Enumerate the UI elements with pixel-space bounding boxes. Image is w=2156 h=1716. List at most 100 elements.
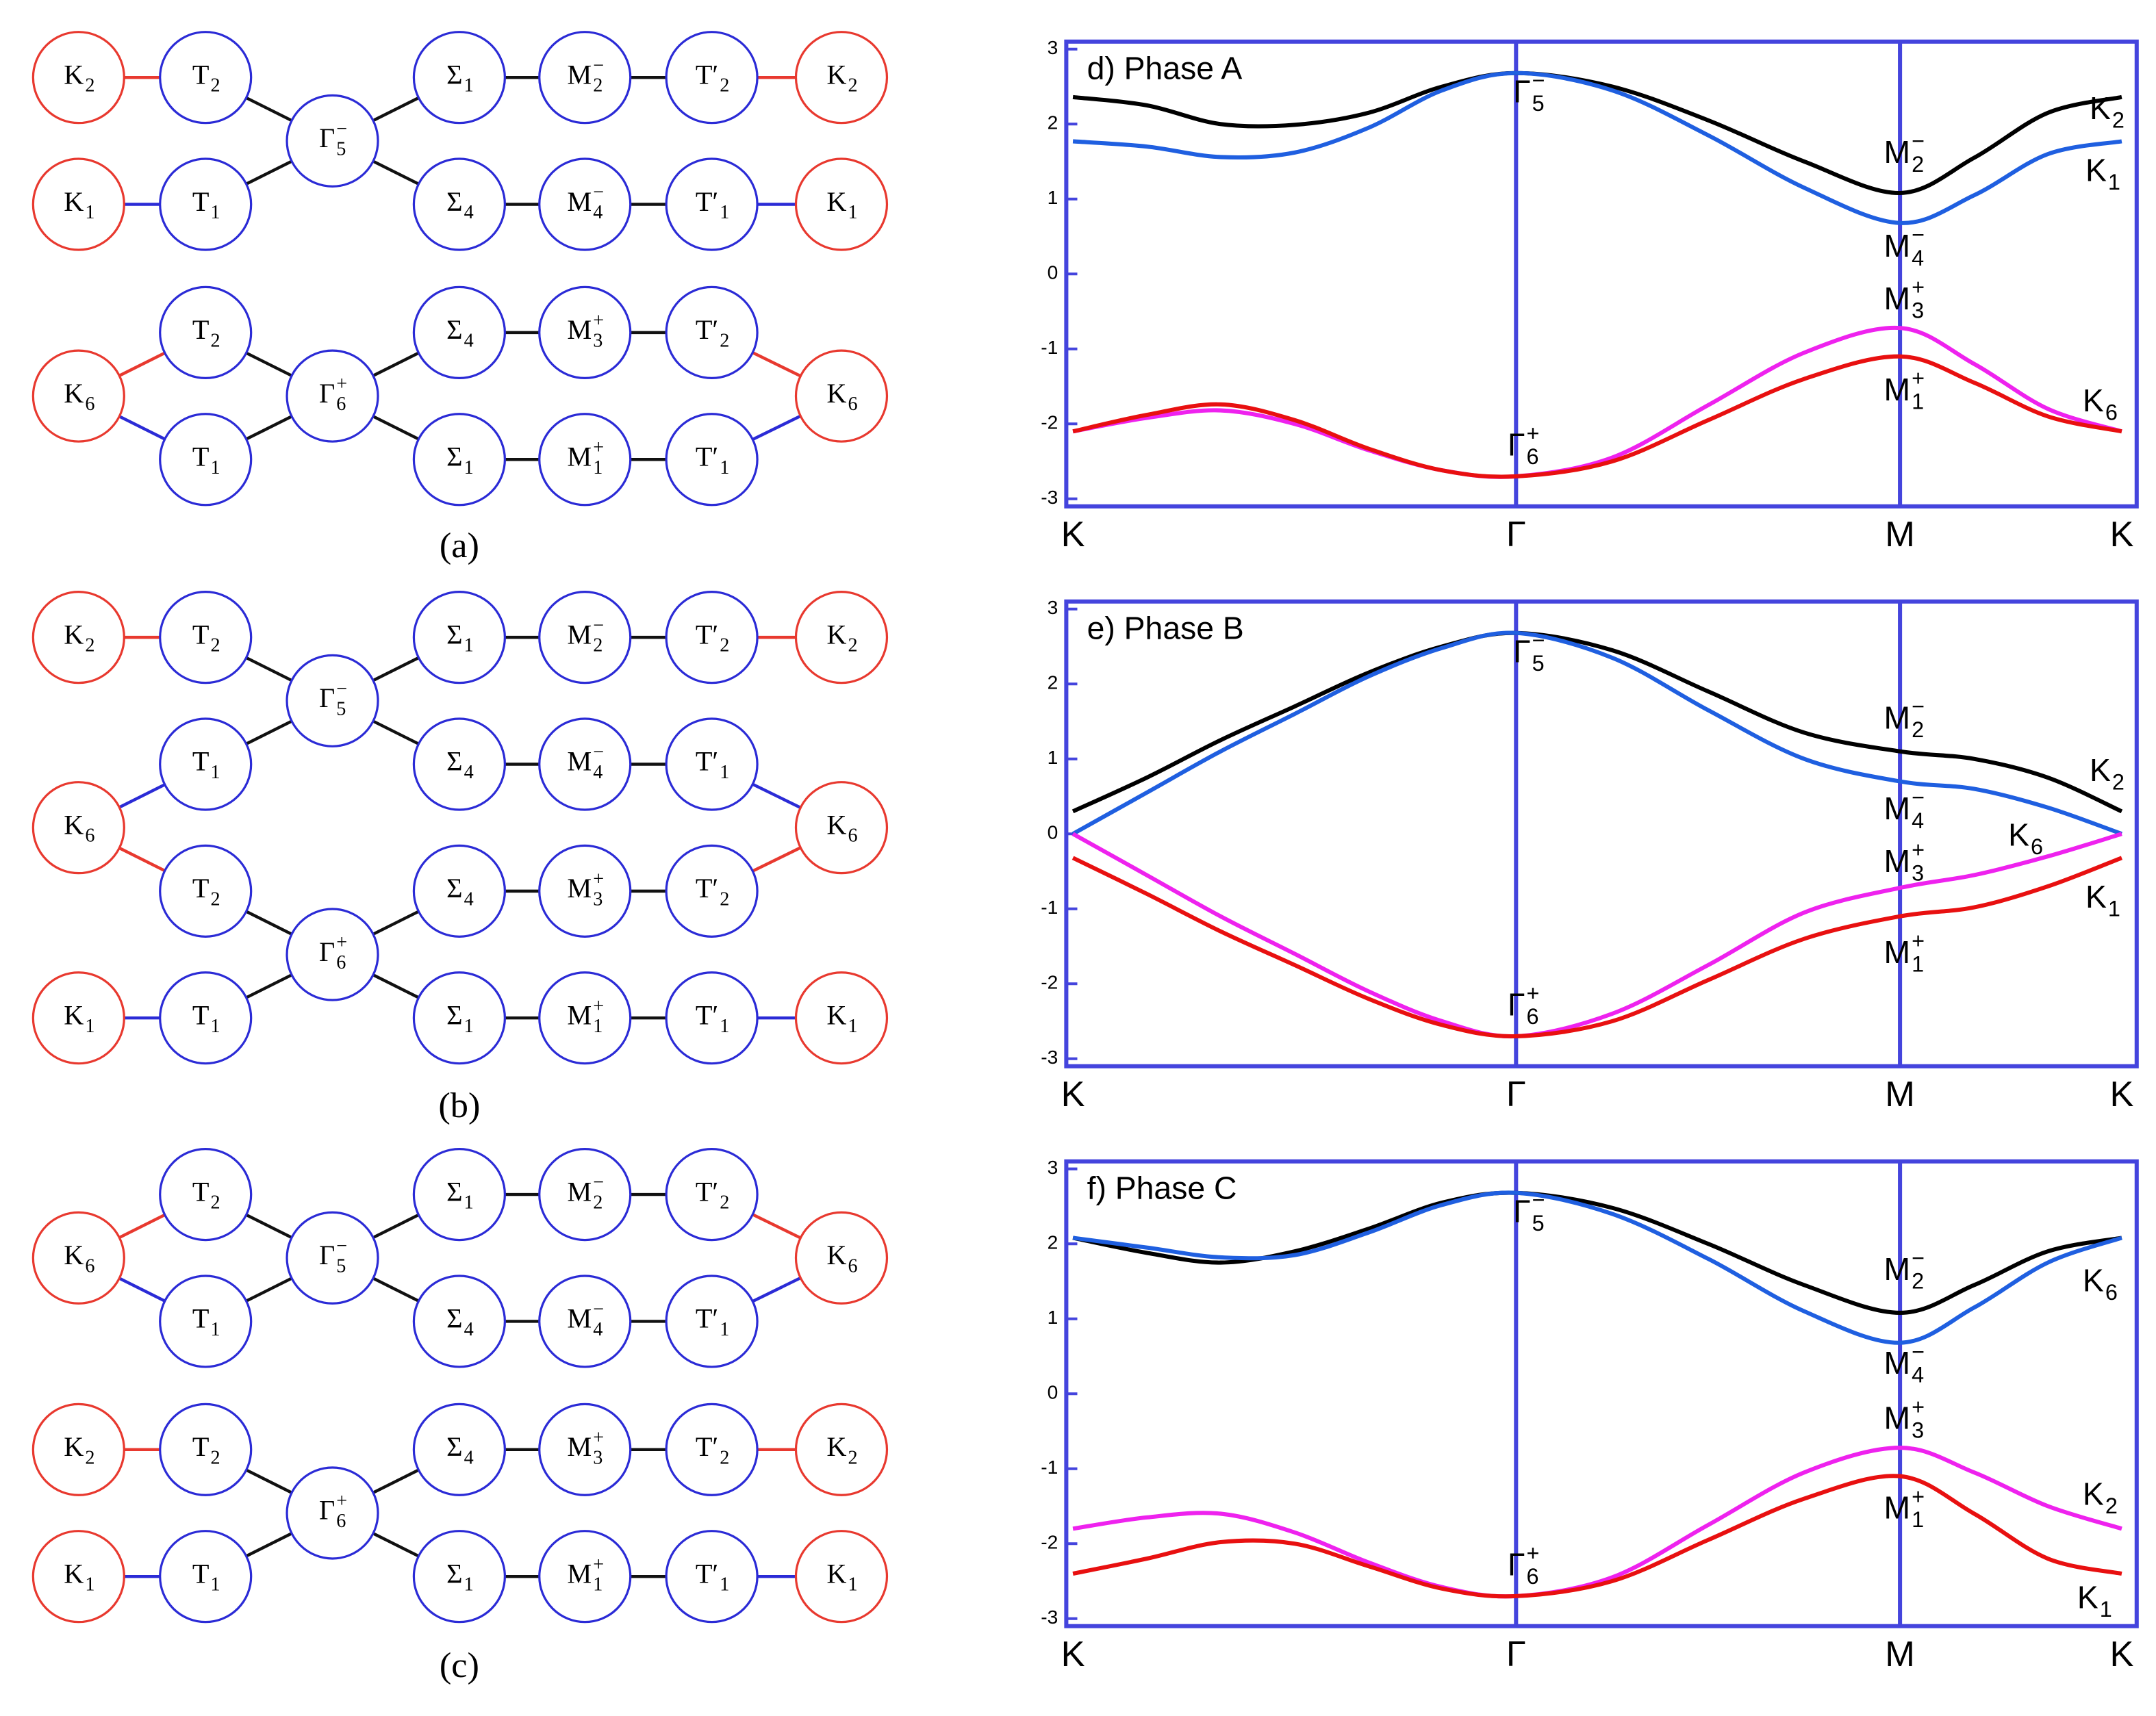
node-label-sub: 1 (85, 1016, 94, 1037)
node (794, 591, 889, 684)
node (412, 717, 506, 811)
node-label-sup: + (593, 869, 604, 890)
band-line (1071, 630, 2123, 814)
node-label-sup: + (593, 995, 604, 1016)
node-label-base: K (826, 809, 846, 840)
annotation-sub: 6 (1527, 1004, 1539, 1029)
y-tick-label: 1 (1048, 746, 1058, 768)
annotation-base: M (1884, 700, 1911, 735)
node (794, 1403, 889, 1496)
x-tick-label: M (1885, 515, 1915, 554)
node-label-sub: 1 (848, 1574, 857, 1596)
x-tick-label: M (1885, 1635, 1915, 1674)
node-label-sub: 1 (593, 1574, 603, 1596)
node (538, 1530, 632, 1624)
node-label: Γ 5− (319, 1235, 347, 1277)
annotation-base: Γ (1508, 986, 1525, 1022)
node-label-base: T (192, 59, 210, 90)
annotation-sub: 2 (1912, 717, 1924, 742)
annotation-base: M (1884, 1490, 1911, 1526)
node-label-sup: + (336, 932, 347, 953)
y-tick-label: 2 (1048, 1231, 1058, 1253)
annotation-base: Γ (1513, 74, 1531, 110)
node-label: T′ 2 (696, 1176, 730, 1213)
node (538, 157, 632, 251)
node-label-sub: 1 (720, 762, 729, 783)
node (665, 844, 759, 938)
node-label: M 3+ (567, 1427, 604, 1468)
node-label-base: Σ (446, 746, 462, 777)
chart-title: e) Phase B (1087, 610, 1244, 645)
node-label-sub: 6 (85, 1255, 94, 1277)
annotation-sup: + (1527, 981, 1540, 1006)
node-label-sub: 1 (464, 75, 474, 97)
annotation-sup: + (1912, 275, 1925, 300)
y-tick-label: 2 (1048, 671, 1058, 693)
x-tick-label: K (2109, 1635, 2133, 1674)
band-line (1072, 71, 2122, 196)
annotation-sup: − (1912, 222, 1925, 247)
node-label-base: T′ (696, 746, 718, 777)
node-label-base: M (567, 186, 592, 217)
node (665, 413, 759, 507)
node (412, 157, 506, 251)
node (538, 31, 632, 125)
node (159, 31, 253, 125)
annotation: M 2− (1884, 1246, 1925, 1294)
node-label-sub: 1 (85, 202, 94, 223)
node (538, 971, 632, 1065)
y-tick-label: 2 (1048, 112, 1058, 133)
node-label-base: Γ (319, 682, 335, 713)
node-label-sub: 6 (848, 1255, 857, 1277)
annotation: Γ 6+ (1508, 981, 1539, 1029)
node (31, 31, 125, 125)
diagram: K 2 T 2Γ 5−Σ 1 M 2− T′ 2 K 2K 1 T 1 Σ 4 M 4− T′ 1 K 1K 6T 2T 1Γ 6+… (31, 31, 889, 565)
node (412, 31, 506, 125)
node (31, 781, 125, 875)
node-label-base: Γ (319, 936, 335, 967)
y-tick-label: 0 (1048, 821, 1058, 843)
frame (1064, 1159, 2139, 1628)
node-label: M 4− (567, 742, 604, 783)
node-label-base: Γ (319, 1240, 335, 1270)
annotation-base: Γ (1508, 426, 1525, 462)
annotation-base: M (1884, 281, 1911, 316)
node (412, 285, 506, 379)
annotation-sup: + (1912, 1484, 1925, 1509)
annotation-sub: 3 (1912, 1418, 1924, 1442)
node-label-base: T′ (696, 1176, 718, 1207)
node-label-sub: 2 (848, 1447, 857, 1468)
annotation-sup: + (1527, 421, 1540, 446)
y-tick-label: 1 (1048, 1306, 1058, 1328)
node (159, 413, 253, 507)
node-label-base: T (192, 1431, 210, 1462)
node-label-base: T′ (696, 59, 718, 90)
x-tick-label: K (2109, 515, 2133, 554)
node-label: T′ 2 (696, 59, 730, 96)
node-label-sub: 4 (464, 330, 474, 351)
node-label-sub: 4 (593, 202, 603, 223)
node (538, 413, 632, 507)
node (31, 591, 125, 684)
annotation: Γ 6+ (1508, 421, 1539, 469)
node-label: T′ 1 (696, 999, 730, 1036)
annotation-sub: 2 (2105, 1494, 2118, 1518)
node-label-sub: 5 (336, 138, 346, 159)
annotation-base: K (2083, 1262, 2104, 1298)
node-label-sub: 1 (210, 1574, 220, 1596)
node (286, 1211, 379, 1305)
node-label-base: T′ (696, 441, 718, 472)
node-label-base: Σ (446, 1431, 462, 1462)
band-line (1072, 325, 2122, 479)
node-label-base: K (826, 999, 846, 1030)
